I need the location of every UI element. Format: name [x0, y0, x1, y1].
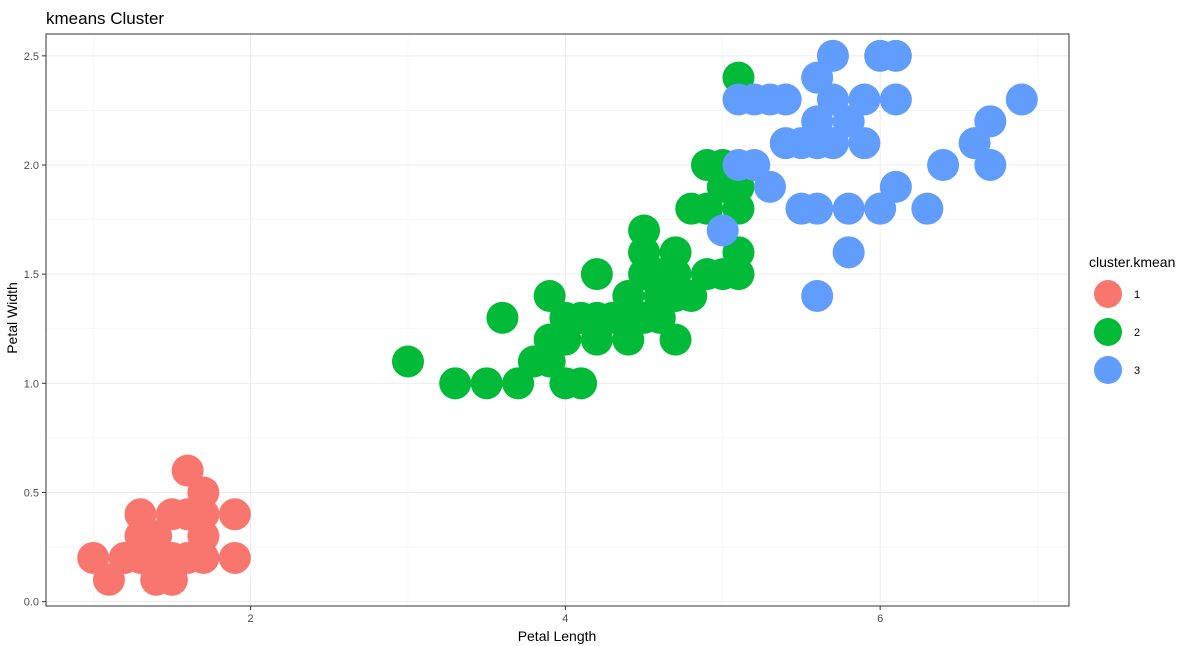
x-tick-label: 4	[562, 613, 568, 625]
data-point	[974, 148, 1007, 181]
x-tick-label: 6	[877, 613, 883, 625]
y-tick-label: 1.5	[24, 269, 39, 281]
data-point	[486, 301, 519, 334]
legend-title: cluster.kmean	[1089, 254, 1175, 270]
data-point	[187, 476, 220, 509]
data-point	[848, 83, 881, 116]
data-point	[832, 236, 865, 269]
y-axis-title: Petal Width	[4, 282, 20, 354]
legend-label: 1	[1134, 289, 1140, 301]
data-point	[911, 192, 944, 225]
x-axis: 2 4 6	[248, 606, 883, 625]
data-point	[801, 192, 834, 225]
data-point	[628, 214, 661, 247]
data-point	[769, 83, 802, 116]
y-tick-label: 1.0	[24, 378, 39, 390]
data-point	[816, 39, 849, 72]
data-point	[879, 170, 912, 203]
legend-item: 1	[1094, 280, 1140, 308]
legend-key	[1094, 318, 1122, 346]
legend: cluster.kmean 1 2 3	[1089, 254, 1175, 384]
data-point	[927, 148, 960, 181]
data-point	[753, 170, 786, 203]
legend-label: 2	[1134, 327, 1140, 339]
x-tick-label: 2	[248, 613, 254, 625]
data-point	[439, 367, 472, 400]
data-point	[974, 105, 1007, 138]
data-point	[848, 127, 881, 160]
legend-item: 3	[1094, 356, 1140, 384]
data-point	[879, 39, 912, 72]
series-1	[77, 454, 251, 596]
series-3	[706, 39, 1038, 312]
x-axis-title: Petal Length	[518, 628, 597, 644]
legend-key	[1094, 356, 1122, 384]
y-axis: 0.0 0.5 1.0 1.5 2.0 2.5	[24, 51, 46, 609]
data-point	[706, 214, 739, 247]
legend-key	[1094, 280, 1122, 308]
data-point	[879, 83, 912, 116]
data-point	[218, 498, 251, 531]
legend-item: 2	[1094, 318, 1140, 346]
data-point	[659, 236, 692, 269]
y-tick-label: 2.0	[24, 160, 39, 172]
data-point	[218, 541, 251, 574]
y-tick-label: 2.5	[24, 51, 39, 63]
data-point	[580, 258, 613, 291]
y-tick-label: 0.5	[24, 487, 39, 499]
y-tick-label: 0.0	[24, 597, 39, 609]
data-point	[832, 192, 865, 225]
panel-border	[45, 33, 1070, 607]
data-point	[801, 279, 834, 312]
data-point	[391, 345, 424, 378]
legend-label: 3	[1134, 365, 1140, 377]
chart-title: kmeans Cluster	[46, 9, 164, 28]
plot-panel	[45, 33, 1070, 607]
series-2	[391, 61, 755, 400]
data-point	[1005, 83, 1038, 116]
data-point	[659, 323, 692, 356]
data-point	[565, 367, 598, 400]
data-point	[470, 367, 503, 400]
